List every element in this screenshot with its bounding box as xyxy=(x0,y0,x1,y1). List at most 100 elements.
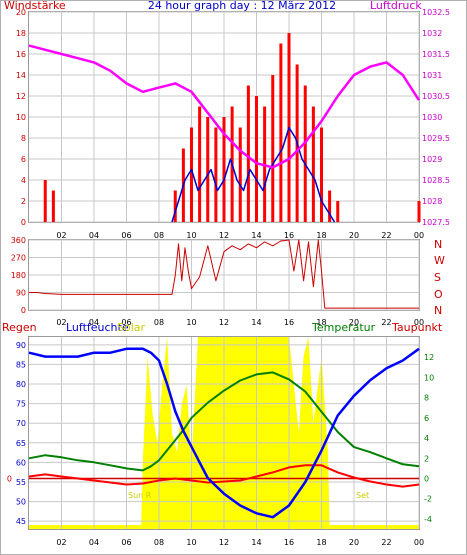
direction-label-n-bottom: N xyxy=(434,304,442,317)
x-tick-label: 22 xyxy=(381,538,391,547)
x-tick-label: 16 xyxy=(284,231,294,240)
y-tick-label-temperature: 0 xyxy=(424,474,429,483)
x-tick-label: 04 xyxy=(89,538,99,547)
wind-direction-line xyxy=(29,239,419,309)
dewpoint-line xyxy=(28,464,420,488)
x-tick-label: 12 xyxy=(219,318,229,327)
x-tick-label: 00 xyxy=(414,538,424,547)
x-tick-label: 10 xyxy=(186,231,196,240)
y-tick-label-humidity: 50 xyxy=(16,498,26,507)
y-tick-label-wind: 18 xyxy=(16,29,26,38)
y-tick-label-wind: 12 xyxy=(16,92,26,101)
y-tick-label-humidity: 80 xyxy=(16,380,26,389)
x-tick-label: 10 xyxy=(186,538,196,547)
rain-axis-title: Regen xyxy=(2,321,37,334)
y-tick-label-wind: 4 xyxy=(21,176,26,185)
y-tick-label-temperature: 6 xyxy=(424,414,429,423)
x-tick-label: 18 xyxy=(316,318,326,327)
y-tick-label-pressure: 1030 xyxy=(422,113,442,122)
x-tick-label: 20 xyxy=(349,538,359,547)
y-tick-label-pressure: 1029 xyxy=(422,155,442,164)
series-layer xyxy=(28,33,421,519)
y-tick-label-pressure: 1031.5 xyxy=(422,50,450,59)
y-tick-label-wind: 14 xyxy=(16,71,26,80)
x-tick-label: 06 xyxy=(121,231,131,240)
x-tick-label: 22 xyxy=(381,318,391,327)
y-tick-label-humidity: 65 xyxy=(16,439,26,448)
x-tick-label: 12 xyxy=(219,231,229,240)
x-tick-label: 08 xyxy=(154,538,164,547)
humidity-line xyxy=(28,347,420,519)
humidity-axis-title: Luftfeuchte xyxy=(66,321,129,334)
x-tick-label: 08 xyxy=(154,318,164,327)
y-tick-label-wind: 16 xyxy=(16,50,26,59)
direction-label-n-top: N xyxy=(434,238,442,251)
x-tick-label: 14 xyxy=(251,231,261,240)
x-tick-label: 20 xyxy=(349,231,359,240)
x-tick-label: 10 xyxy=(186,318,196,327)
direction-label-o: O xyxy=(434,288,443,301)
y-tick-label-wind: 20 xyxy=(16,8,26,17)
x-tick-label: 02 xyxy=(56,318,66,327)
y-tick-label-humidity: 75 xyxy=(16,400,26,409)
y-tick-label-wind: 6 xyxy=(21,155,26,164)
y-tick-label-pressure: 1029.5 xyxy=(422,134,450,143)
direction-label-s: S xyxy=(434,271,441,284)
y-tick-label-pressure: 1032 xyxy=(422,29,442,38)
gust-line xyxy=(171,126,336,223)
y-tick-label-humidity: 55 xyxy=(16,478,26,487)
y-tick-label-temperature: 12 xyxy=(424,353,434,362)
y-tick-label-temperature: 8 xyxy=(424,394,429,403)
x-tick-label: 20 xyxy=(349,318,359,327)
y-tick-label-pressure: 1028.5 xyxy=(422,176,450,185)
x-tick-label: 04 xyxy=(89,231,99,240)
pressure-axis-title: Luftdruck xyxy=(370,0,422,12)
x-tick-label: 18 xyxy=(316,231,326,240)
wind-axis-title: Windstärke xyxy=(4,0,66,12)
y-tick-label-humidity: 85 xyxy=(16,360,26,369)
x-tick-label: 22 xyxy=(381,231,391,240)
pressure-line xyxy=(28,44,421,169)
y-tick-label-direction: 270 xyxy=(11,254,26,263)
temperature-line xyxy=(28,371,420,472)
y-tick-label-temperature: -2 xyxy=(424,495,432,504)
chart-title: 24 hour graph day : 12 März 2012 xyxy=(148,0,336,12)
sunset-label: Set xyxy=(356,491,369,500)
y-tick-label-pressure: 1027.5 xyxy=(422,218,450,227)
x-tick-label: 06 xyxy=(121,318,131,327)
y-tick-label-wind: 0 xyxy=(21,218,26,227)
rain-axis-tick-label: 0 xyxy=(7,474,12,483)
y-tick-label-pressure: 1030.5 xyxy=(422,92,450,101)
x-tick-label: 02 xyxy=(56,538,66,547)
y-tick-label-pressure: 1031 xyxy=(422,71,442,80)
x-tick-label: 06 xyxy=(121,538,131,547)
x-tick-label: 12 xyxy=(219,538,229,547)
y-tick-label-direction: 180 xyxy=(11,271,26,280)
y-tick-label-direction: 90 xyxy=(16,289,26,298)
x-tick-label: 16 xyxy=(284,538,294,547)
y-tick-label-humidity: 60 xyxy=(16,458,26,467)
y-tick-label-temperature: 2 xyxy=(424,454,429,463)
x-tick-label: 04 xyxy=(89,318,99,327)
x-tick-label: 14 xyxy=(251,318,261,327)
y-tick-label-temperature: 4 xyxy=(424,434,429,443)
temperature-axis-title: Temperatur xyxy=(311,321,376,334)
dewpoint-axis-title: Taupunkt xyxy=(391,321,443,334)
solar-axis-title: Solar xyxy=(117,321,146,334)
y-tick-label-wind: 2 xyxy=(21,197,26,206)
y-tick-label-humidity: 45 xyxy=(16,517,26,526)
y-tick-label-pressure: 1028 xyxy=(422,197,442,206)
y-tick-label-humidity: 70 xyxy=(16,419,26,428)
y-tick-label-temperature: -4 xyxy=(424,515,432,524)
x-tick-label: 00 xyxy=(414,318,424,327)
sunrise-label: Sun R xyxy=(128,491,152,500)
y-tick-label-temperature: 10 xyxy=(424,373,434,382)
y-tick-label-pressure: 1032.5 xyxy=(422,8,450,17)
y-tick-label-humidity: 90 xyxy=(16,341,26,350)
x-tick-label: 16 xyxy=(284,318,294,327)
y-tick-label-wind: 10 xyxy=(16,113,26,122)
x-tick-label: 08 xyxy=(154,231,164,240)
